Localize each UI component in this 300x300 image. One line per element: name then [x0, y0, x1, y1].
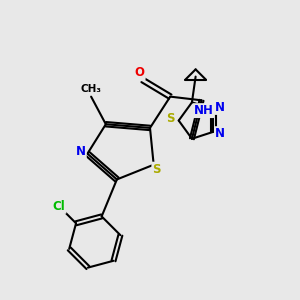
Text: N: N	[215, 101, 225, 114]
Text: CH₃: CH₃	[81, 84, 102, 94]
Text: S: S	[167, 112, 175, 125]
Text: N: N	[215, 127, 225, 140]
Text: S: S	[152, 163, 161, 176]
Text: O: O	[135, 66, 145, 79]
Text: NH: NH	[194, 104, 213, 117]
Text: Cl: Cl	[53, 200, 65, 213]
Text: N: N	[76, 145, 86, 158]
